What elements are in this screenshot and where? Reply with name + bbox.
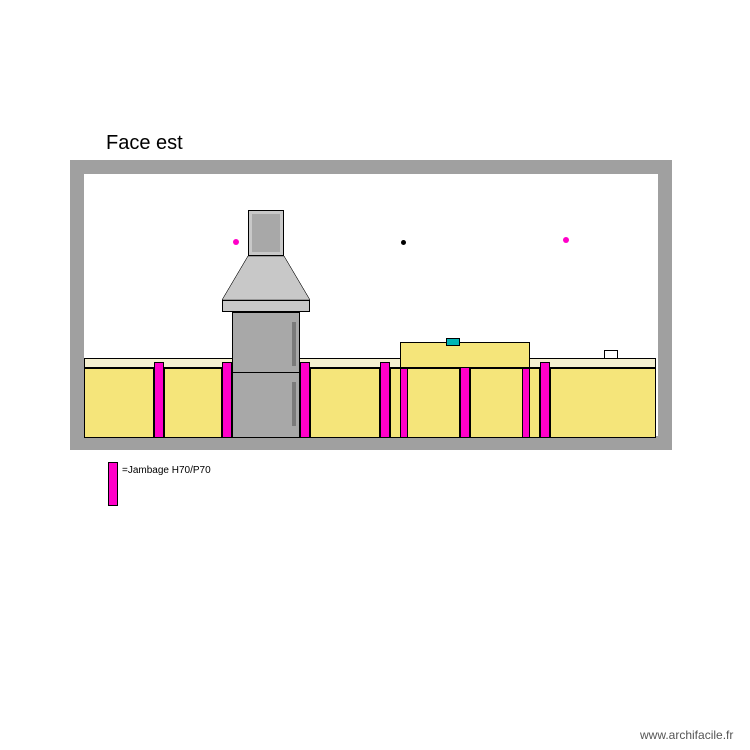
jambage xyxy=(522,368,530,438)
marker-dot xyxy=(401,240,406,245)
jambage xyxy=(460,362,470,438)
hood-chimney-inner xyxy=(252,214,280,252)
jambage xyxy=(540,362,550,438)
jambage xyxy=(222,362,232,438)
hood-base xyxy=(222,300,310,312)
raised-counter xyxy=(400,342,530,368)
marker-dot xyxy=(233,239,239,245)
teal-marker xyxy=(446,338,460,346)
legend-label: =Jambage H70/P70 xyxy=(122,465,211,476)
diagram-title: Face est xyxy=(106,132,183,155)
jambage xyxy=(154,362,164,438)
countertop xyxy=(84,358,656,368)
outlet-box xyxy=(604,350,618,359)
cabinet xyxy=(164,368,222,438)
cabinet xyxy=(550,368,656,438)
legend-swatch xyxy=(108,462,118,506)
cabinet xyxy=(84,368,154,438)
fridge-divider xyxy=(232,372,300,373)
cabinet xyxy=(310,368,380,438)
jambage xyxy=(300,362,310,438)
hood-trapezoid xyxy=(222,256,310,300)
marker-dot xyxy=(563,237,569,243)
jambage xyxy=(400,368,408,438)
attribution-link[interactable]: www.archifacile.fr xyxy=(640,728,733,742)
fridge-handle xyxy=(292,382,296,426)
jambage xyxy=(380,362,390,438)
fridge-body xyxy=(232,312,300,438)
fridge-handle xyxy=(292,322,296,366)
